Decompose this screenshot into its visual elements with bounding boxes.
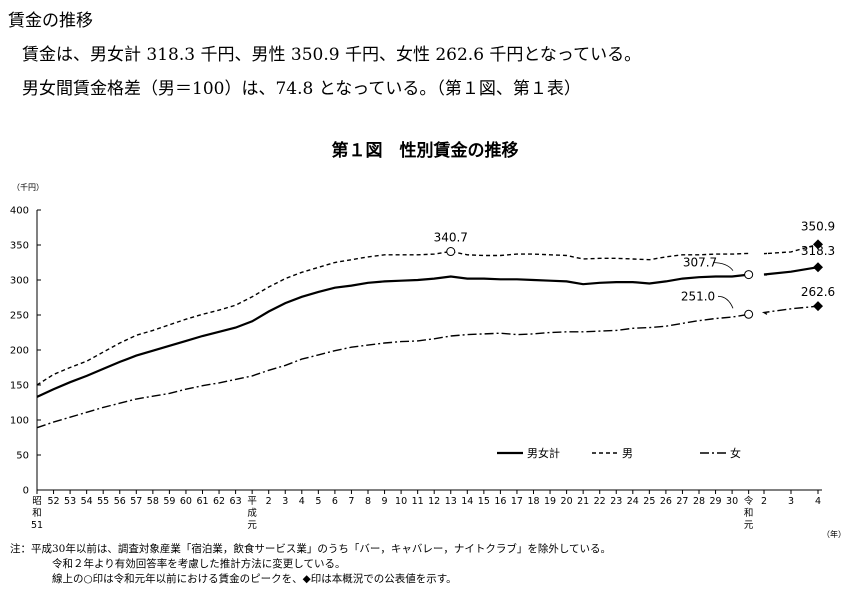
series-line-male xyxy=(36,250,749,386)
male-peak-marker xyxy=(446,247,456,257)
legend-total-label: 男女計 xyxy=(527,446,560,460)
x-tick-label: 2 xyxy=(761,496,767,507)
x-tick-label: 令和元 xyxy=(744,495,754,531)
x-tick-label: 4 xyxy=(299,496,305,507)
y-tick-label: 150 xyxy=(10,381,29,392)
x-tick-label: 19 xyxy=(544,496,556,507)
y-tick-label: 200 xyxy=(10,346,29,357)
x-tick-label: 3 xyxy=(282,496,288,507)
y-tick-label: 300 xyxy=(10,276,29,287)
x-tick-label: 56 xyxy=(114,496,126,507)
series-line-female xyxy=(36,313,749,429)
x-tick-label: 60 xyxy=(180,496,192,507)
female-latest-marker xyxy=(813,301,823,312)
x-tick-label: 16 xyxy=(494,496,506,507)
x-tick-label: 昭和 51 xyxy=(31,496,43,531)
label-male-latest: 350.9 xyxy=(801,219,835,233)
x-tick-label: 20 xyxy=(561,496,573,507)
x-unit-label: （年） xyxy=(822,529,846,539)
x-tick-label: 59 xyxy=(163,496,175,507)
x-tick-label: 61 xyxy=(196,496,208,507)
x-tick-label: 12 xyxy=(428,496,440,507)
x-tick-label: 54 xyxy=(81,496,93,507)
x-tick-label: 28 xyxy=(693,496,705,507)
x-tick-label: 23 xyxy=(610,496,622,507)
legend-female-label: 女 xyxy=(730,446,741,460)
section-title: 賃金の推移 xyxy=(8,11,93,31)
x-tick-label: 7 xyxy=(348,496,354,507)
x-tick-label: 4 xyxy=(815,496,821,507)
x-tick-label: 8 xyxy=(365,496,371,507)
y-tick-label: 50 xyxy=(16,451,29,462)
x-tick-label: 21 xyxy=(577,496,589,507)
x-tick-label: 14 xyxy=(461,496,473,507)
x-tick-label: 3 xyxy=(788,496,794,507)
footnote-1: 注：平成30年以前は、調査対象産業「宿泊業，飲食サービス業」のうち「バー，キャバ… xyxy=(10,543,612,555)
series-line-female-new-method xyxy=(761,305,819,315)
x-tick-label: 18 xyxy=(527,496,539,507)
series-line-male-new-method xyxy=(763,243,819,255)
legend-male-label: 男 xyxy=(622,447,633,460)
total-latest-marker xyxy=(813,262,823,273)
x-tick-label: 29 xyxy=(710,496,722,507)
male-latest-marker xyxy=(813,239,823,250)
x-tick-label: 6 xyxy=(332,496,338,507)
x-tick-label: 25 xyxy=(643,496,655,507)
label-total-reiwa1: 307.7 xyxy=(683,256,717,270)
x-tick-label: 13 xyxy=(445,496,457,507)
label-male-peak: 340.7 xyxy=(434,231,468,245)
leader-female-reiwa1 xyxy=(717,295,734,309)
y-tick-label: 250 xyxy=(10,311,29,322)
x-tick-label: 11 xyxy=(412,496,424,507)
footnote-2: 令和２年より有効回答率を考慮した推計方法に変更している。 xyxy=(52,558,346,570)
x-tick-label: 5 xyxy=(315,496,321,507)
footnote-3: 線上の○印は令和元年以前における賃金のピークを、◆印は本概況での公表値を示す。 xyxy=(52,573,457,585)
x-tick-label: 55 xyxy=(97,496,109,507)
label-female-latest: 262.6 xyxy=(801,285,835,299)
x-tick-label: 58 xyxy=(147,496,159,507)
label-female-reiwa1: 251.0 xyxy=(681,289,715,303)
series-line-total xyxy=(36,273,749,398)
y-tick-label: 350 xyxy=(10,241,29,252)
x-tick-label: 15 xyxy=(478,496,490,507)
x-tick-label: 17 xyxy=(511,496,523,507)
y-unit-label: （千円） xyxy=(12,182,44,192)
chart-title: 第１図 性別賃金の推移 xyxy=(331,141,519,161)
y-tick-label: 400 xyxy=(10,206,29,217)
x-tick-label: 63 xyxy=(230,496,242,507)
female-peak-marker xyxy=(744,309,754,319)
label-total-latest: 318.3 xyxy=(801,244,835,258)
x-tick-label: 27 xyxy=(676,496,688,507)
total-peak-marker xyxy=(744,270,754,280)
x-tick-label: 22 xyxy=(594,496,606,507)
x-tick-label: 10 xyxy=(395,496,407,507)
y-tick-label: 0 xyxy=(23,486,29,497)
summary-line-gap: 男女間賃金格差（男＝100）は、74.8 となっている。（第１図、第１表） xyxy=(22,79,581,99)
series-line-total-new-method xyxy=(763,266,819,276)
x-tick-label: 62 xyxy=(213,496,225,507)
x-tick-label: 24 xyxy=(627,496,639,507)
summary-line-wages: 賃金は、男女計 318.3 千円、男性 350.9 千円、女性 262.6 千円… xyxy=(22,45,642,65)
x-tick-label: 30 xyxy=(726,496,738,507)
x-tick-label: 57 xyxy=(130,496,142,507)
y-tick-label: 100 xyxy=(10,416,29,427)
leader-total-reiwa1 xyxy=(712,262,734,271)
x-tick-label: 9 xyxy=(382,496,388,507)
x-tick-label: 26 xyxy=(660,496,672,507)
x-tick-label: 2 xyxy=(266,496,272,507)
x-tick-label: 平成元 xyxy=(247,496,257,531)
x-tick-label: 53 xyxy=(64,496,76,507)
x-tick-label: 52 xyxy=(48,496,60,507)
